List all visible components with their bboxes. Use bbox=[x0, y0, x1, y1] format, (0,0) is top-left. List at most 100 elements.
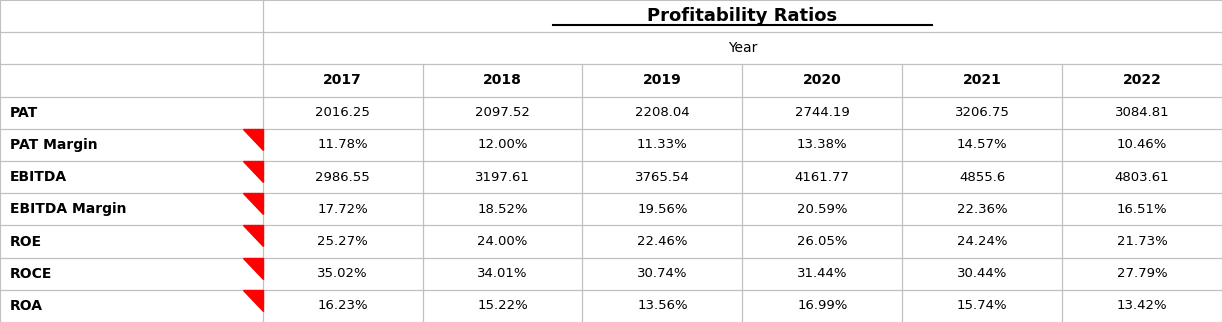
Bar bbox=[423, 258, 583, 290]
Bar bbox=[0, 290, 263, 322]
Bar bbox=[742, 258, 902, 290]
Bar bbox=[423, 129, 583, 161]
Polygon shape bbox=[243, 258, 263, 279]
Bar bbox=[583, 97, 743, 129]
Bar bbox=[902, 97, 1062, 129]
Text: 3084.81: 3084.81 bbox=[1114, 106, 1169, 119]
Text: 2017: 2017 bbox=[324, 73, 362, 88]
Text: 22.46%: 22.46% bbox=[637, 235, 688, 248]
Text: 2019: 2019 bbox=[643, 73, 682, 88]
Text: 34.01%: 34.01% bbox=[478, 267, 528, 280]
Text: 17.72%: 17.72% bbox=[318, 203, 368, 216]
Bar bbox=[902, 193, 1062, 225]
Bar bbox=[263, 290, 423, 322]
Bar bbox=[263, 64, 423, 97]
Bar bbox=[902, 225, 1062, 258]
Text: 25.27%: 25.27% bbox=[318, 235, 368, 248]
Text: EBITDA: EBITDA bbox=[10, 170, 67, 184]
Text: 2016.25: 2016.25 bbox=[315, 106, 370, 119]
Text: 2986.55: 2986.55 bbox=[315, 171, 370, 184]
Bar bbox=[423, 64, 583, 97]
Bar bbox=[1062, 193, 1222, 225]
Bar bbox=[0, 0, 263, 32]
Bar bbox=[0, 32, 263, 64]
Bar bbox=[583, 129, 743, 161]
Bar bbox=[742, 225, 902, 258]
Text: EBITDA Margin: EBITDA Margin bbox=[10, 202, 126, 216]
Polygon shape bbox=[243, 290, 263, 311]
Bar bbox=[263, 97, 423, 129]
Bar bbox=[902, 161, 1062, 193]
Bar bbox=[263, 258, 423, 290]
Text: 22.36%: 22.36% bbox=[957, 203, 1007, 216]
Bar bbox=[583, 64, 743, 97]
Text: 16.99%: 16.99% bbox=[797, 299, 848, 312]
Text: 2018: 2018 bbox=[483, 73, 522, 88]
Text: Profitability Ratios: Profitability Ratios bbox=[648, 7, 837, 25]
Bar bbox=[1062, 258, 1222, 290]
Bar bbox=[742, 193, 902, 225]
Bar bbox=[583, 258, 743, 290]
Text: 10.46%: 10.46% bbox=[1117, 138, 1167, 151]
Bar bbox=[423, 290, 583, 322]
Text: 30.44%: 30.44% bbox=[957, 267, 1007, 280]
Text: 31.44%: 31.44% bbox=[797, 267, 848, 280]
Text: 4803.61: 4803.61 bbox=[1114, 171, 1169, 184]
Text: 4161.77: 4161.77 bbox=[794, 171, 849, 184]
Bar bbox=[0, 193, 263, 225]
Text: 11.33%: 11.33% bbox=[637, 138, 688, 151]
Text: 2097.52: 2097.52 bbox=[475, 106, 530, 119]
Text: PAT Margin: PAT Margin bbox=[10, 138, 98, 152]
Text: 13.42%: 13.42% bbox=[1117, 299, 1167, 312]
Bar bbox=[1062, 97, 1222, 129]
Text: 24.00%: 24.00% bbox=[478, 235, 528, 248]
Bar bbox=[1062, 290, 1222, 322]
Bar bbox=[583, 161, 743, 193]
Bar bbox=[423, 193, 583, 225]
Bar bbox=[902, 258, 1062, 290]
Bar bbox=[263, 193, 423, 225]
Text: ROE: ROE bbox=[10, 234, 42, 249]
Text: 3206.75: 3206.75 bbox=[954, 106, 1009, 119]
Text: 24.24%: 24.24% bbox=[957, 235, 1007, 248]
Text: 27.79%: 27.79% bbox=[1117, 267, 1167, 280]
Bar bbox=[583, 225, 743, 258]
Bar bbox=[263, 0, 1222, 32]
Text: 16.51%: 16.51% bbox=[1117, 203, 1167, 216]
Bar bbox=[742, 64, 902, 97]
Text: 2021: 2021 bbox=[963, 73, 1002, 88]
Bar bbox=[1062, 161, 1222, 193]
Bar bbox=[1062, 225, 1222, 258]
Text: 35.02%: 35.02% bbox=[318, 267, 368, 280]
Bar bbox=[1062, 129, 1222, 161]
Bar bbox=[423, 225, 583, 258]
Bar bbox=[902, 64, 1062, 97]
Bar bbox=[742, 161, 902, 193]
Text: 11.78%: 11.78% bbox=[318, 138, 368, 151]
Text: PAT: PAT bbox=[10, 106, 38, 120]
Bar bbox=[902, 129, 1062, 161]
Text: 14.57%: 14.57% bbox=[957, 138, 1007, 151]
Text: 3765.54: 3765.54 bbox=[635, 171, 690, 184]
Bar bbox=[0, 258, 263, 290]
Bar bbox=[742, 290, 902, 322]
Text: 13.56%: 13.56% bbox=[637, 299, 688, 312]
Text: 2022: 2022 bbox=[1123, 73, 1161, 88]
Bar bbox=[263, 225, 423, 258]
Bar bbox=[423, 97, 583, 129]
Bar bbox=[0, 225, 263, 258]
Polygon shape bbox=[243, 193, 263, 214]
Bar bbox=[263, 161, 423, 193]
Text: 2208.04: 2208.04 bbox=[635, 106, 689, 119]
Text: 19.56%: 19.56% bbox=[637, 203, 688, 216]
Text: 2744.19: 2744.19 bbox=[796, 106, 849, 119]
Text: 15.22%: 15.22% bbox=[477, 299, 528, 312]
Bar bbox=[742, 129, 902, 161]
Bar bbox=[0, 129, 263, 161]
Bar bbox=[583, 193, 743, 225]
Text: 30.74%: 30.74% bbox=[637, 267, 688, 280]
Text: Year: Year bbox=[727, 41, 758, 55]
Text: 13.38%: 13.38% bbox=[797, 138, 848, 151]
Polygon shape bbox=[243, 225, 263, 246]
Text: ROA: ROA bbox=[10, 299, 43, 313]
